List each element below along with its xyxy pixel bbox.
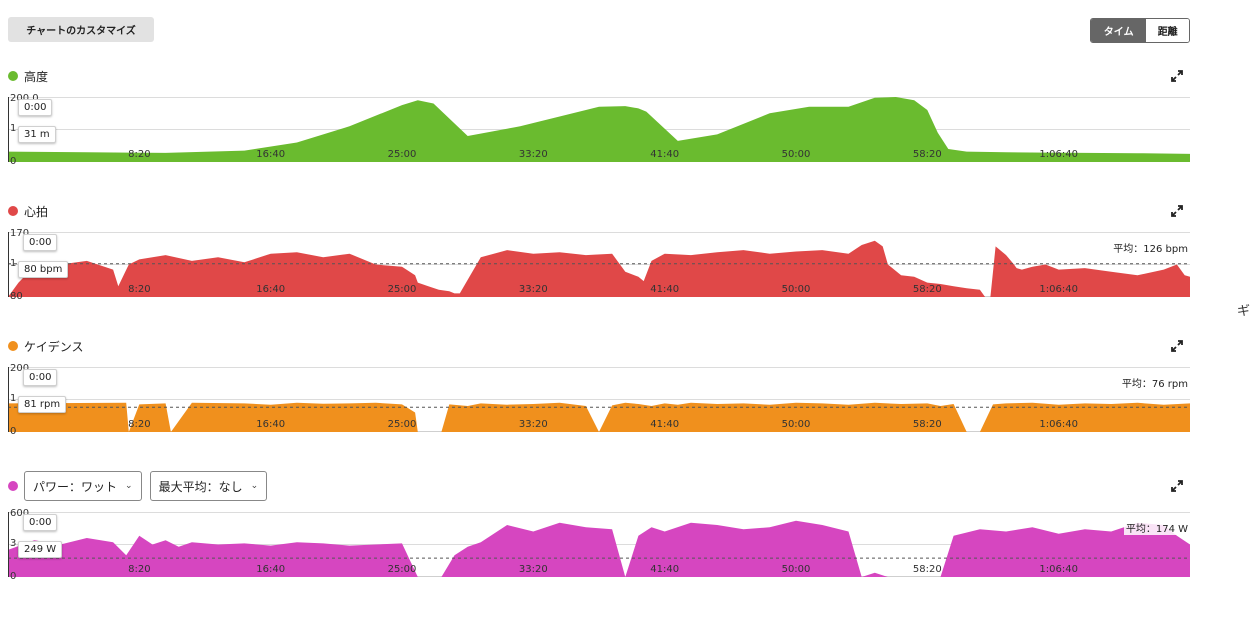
power-panel: パワー：ワット ⌄ 最大平均：なし ⌄ 8:20 16:40 25:00 33:20 4… <box>0 470 1200 582</box>
chart-svg: 8:20 16:40 25:00 33:20 41:40 50:00 58:20 1:06:4… <box>8 512 1190 577</box>
cadence-title: ケイデンス <box>24 339 84 354</box>
x-tick-label: 50:00 <box>782 564 811 575</box>
x-tick-label: 8:20 <box>128 419 150 430</box>
series-area <box>8 520 1190 577</box>
x-tick-label: 1:06:40 <box>1039 419 1078 430</box>
toggle-time[interactable]: タイム <box>1091 19 1147 42</box>
x-tick-label: 8:20 <box>128 284 150 295</box>
altitude-panel: 高度 8:20 16:40 25:00 33:20 41:40 50:00 58:20 1:0… <box>0 66 1200 167</box>
heart-rate-y-mid: 1 <box>10 258 17 269</box>
x-tick-label: 50:00 <box>782 149 811 160</box>
x-tick-label: 1:06:40 <box>1039 284 1078 295</box>
side-overflow-text: ギ <box>1237 304 1250 319</box>
heart-rate-title: 心拍 <box>24 204 49 219</box>
power-plot[interactable]: 8:20 16:40 25:00 33:20 41:40 50:00 58:20 1:06:4… <box>8 512 1190 577</box>
x-tick-label: 50:00 <box>782 419 811 430</box>
heart-rate-y-min: 80 <box>10 291 23 302</box>
cadence-dot-icon <box>8 341 18 351</box>
x-tick-label: 25:00 <box>388 284 417 295</box>
cadence-y-max: 200 <box>10 363 30 374</box>
power-y-min: 0 <box>10 571 17 582</box>
x-tick-label: 25:00 <box>388 149 417 160</box>
cadence-y-mid: 1 <box>10 393 17 404</box>
x-axis-toggle[interactable]: タイム 距離 <box>1090 18 1190 43</box>
chart-svg: 8:20 16:40 25:00 33:20 41:40 50:00 58:20 1:06:4… <box>8 232 1190 297</box>
max-average-select-value: 最大平均：なし <box>158 479 243 494</box>
x-tick-label: 16:40 <box>256 284 285 295</box>
heart-rate-dot-icon <box>8 206 18 216</box>
hover-time-tooltip: 0:00 <box>23 369 58 386</box>
hover-value-tooltip: 81 rpm <box>18 396 67 413</box>
x-tick-label: 41:40 <box>650 564 679 575</box>
x-tick-label: 33:20 <box>519 149 548 160</box>
hover-time-tooltip: 0:00 <box>23 514 58 531</box>
x-tick-label: 58:20 <box>913 564 942 575</box>
heart-rate-plot[interactable]: 8:20 16:40 25:00 33:20 41:40 50:00 58:20 1:06:4… <box>8 232 1190 297</box>
x-tick-label: 1:06:40 <box>1039 564 1078 575</box>
power-dot-icon <box>8 481 18 491</box>
toggle-distance[interactable]: 距離 <box>1146 19 1189 42</box>
x-tick-label: 16:40 <box>256 149 285 160</box>
altitude-dot-icon <box>8 71 18 81</box>
chevron-down-icon: ⌄ <box>250 481 259 491</box>
x-tick-label: 41:40 <box>650 419 679 430</box>
x-tick-label: 8:20 <box>128 564 150 575</box>
expand-icon[interactable] <box>1171 205 1183 217</box>
series-area <box>8 402 1190 432</box>
power-y-max: 600 <box>10 508 30 519</box>
max-average-select[interactable]: 最大平均：なし ⌄ <box>149 471 268 501</box>
chart-svg: 8:20 16:40 25:00 33:20 41:40 50:00 58:20 1:06:4… <box>8 97 1190 162</box>
heart-rate-average-label: 平均：126 bpm <box>1111 240 1190 255</box>
x-tick-label: 58:20 <box>913 149 942 160</box>
expand-icon[interactable] <box>1171 70 1183 82</box>
heart-rate-y-max: 170 <box>10 228 30 239</box>
altitude-y-min: 0 <box>10 156 17 167</box>
hover-value-tooltip: 80 bpm <box>18 261 69 278</box>
x-tick-label: 16:40 <box>256 564 285 575</box>
x-tick-label: 16:40 <box>256 419 285 430</box>
x-tick-label: 58:20 <box>913 284 942 295</box>
x-tick-label: 33:20 <box>519 564 548 575</box>
power-metric-select[interactable]: パワー：ワット ⌄ <box>24 471 142 501</box>
x-tick-label: 33:20 <box>519 284 548 295</box>
cadence-average-label: 平均：76 rpm <box>1119 375 1190 390</box>
altitude-y-mid: 1 <box>10 123 17 134</box>
cadence-plot[interactable]: 8:20 16:40 25:00 33:20 41:40 50:00 58:20 1:06:4… <box>8 367 1190 432</box>
power-y-mid: 3 <box>10 538 17 549</box>
altitude-title: 高度 <box>24 69 49 84</box>
hover-time-tooltip: 0:00 <box>18 99 53 116</box>
x-tick-label: 41:40 <box>650 149 679 160</box>
power-metric-select-value: パワー：ワット <box>33 479 118 494</box>
heart-rate-panel: 心拍 8:20 16:40 25:00 33:20 41:40 50:00 58:20 1:0… <box>0 201 1200 302</box>
altitude-plot[interactable]: 8:20 16:40 25:00 33:20 41:40 50:00 58:20 1:06:4… <box>8 97 1190 162</box>
chart-svg: 8:20 16:40 25:00 33:20 41:40 50:00 58:20 1:06:4… <box>8 367 1190 432</box>
hover-value-tooltip: 31 m <box>18 126 56 143</box>
altitude-y-max: 200.0 <box>10 93 39 104</box>
hover-value-tooltip: 249 W <box>18 541 63 558</box>
series-area <box>8 240 1190 297</box>
chevron-down-icon: ⌄ <box>125 481 133 491</box>
expand-icon[interactable] <box>1171 480 1183 492</box>
hover-time-tooltip: 0:00 <box>23 234 58 251</box>
x-tick-label: 50:00 <box>782 284 811 295</box>
power-average-label: 平均：174 W <box>1123 520 1190 535</box>
x-tick-label: 41:40 <box>650 284 679 295</box>
x-tick-label: 58:20 <box>913 419 942 430</box>
x-tick-label: 25:00 <box>388 564 417 575</box>
x-tick-label: 8:20 <box>128 149 150 160</box>
x-tick-label: 25:00 <box>388 419 417 430</box>
cadence-panel: ケイデンス 8:20 16:40 25:00 33:20 41:40 50:00 58:20… <box>0 336 1200 437</box>
expand-icon[interactable] <box>1171 340 1183 352</box>
x-tick-label: 1:06:40 <box>1039 149 1078 160</box>
customize-chart-button[interactable]: チャートのカスタマイズ <box>8 17 154 42</box>
series-area <box>8 97 1190 162</box>
cadence-y-min: 0 <box>10 426 17 437</box>
x-tick-label: 33:20 <box>519 419 548 430</box>
